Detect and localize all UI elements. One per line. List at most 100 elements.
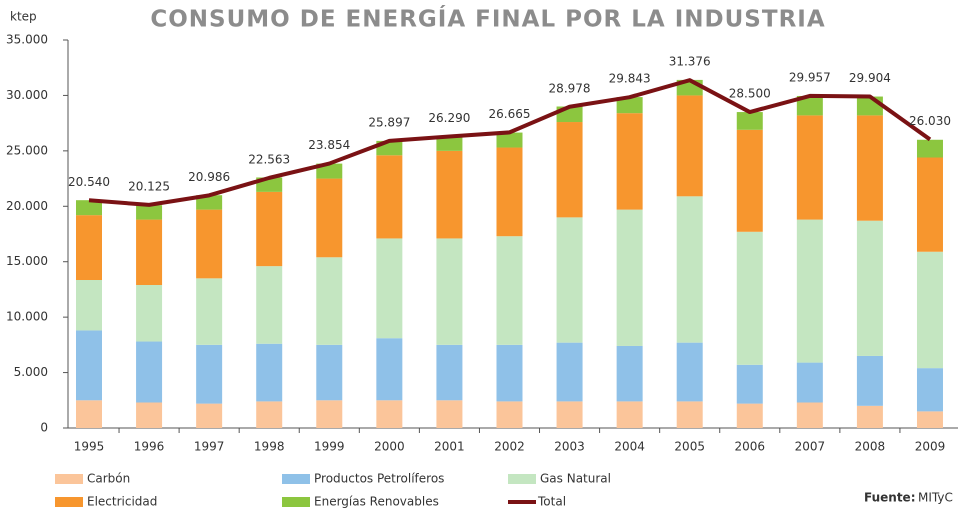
bar-segment [616, 401, 643, 428]
data-label: 26.665 [488, 107, 530, 121]
legend-label: Gas Natural [540, 472, 611, 486]
bar-segment [676, 196, 703, 343]
bar-segment [436, 344, 463, 401]
data-label: 20.986 [188, 170, 230, 184]
bar-segment [436, 150, 463, 239]
bar-segment [616, 113, 643, 210]
bar-segment [916, 368, 943, 412]
bar-segment [76, 400, 102, 428]
bar-segment [76, 200, 102, 216]
bar-segment [376, 155, 403, 239]
bar-segment [376, 400, 403, 428]
data-label: 23.854 [308, 138, 350, 152]
bar-segment [796, 219, 823, 363]
bar-segment [676, 401, 703, 428]
x-tick-label: 2003 [554, 440, 585, 454]
bar-segment [796, 402, 823, 428]
bar-segment [376, 238, 403, 339]
total-line [88, 78, 932, 207]
bar-segment [256, 343, 283, 402]
bar-segment [616, 209, 643, 346]
x-tick-label: 2001 [434, 440, 465, 454]
bar-segment [616, 345, 643, 402]
bar-segment [496, 236, 523, 345]
bar-segment [856, 115, 883, 221]
x-tick-label: 1997 [194, 440, 225, 454]
data-label: 28.978 [549, 81, 591, 95]
bar-segment [856, 96, 883, 116]
bar-segment [136, 341, 163, 403]
bar-segment [136, 205, 163, 220]
data-label: 26.030 [909, 114, 951, 128]
bar-segment [556, 217, 583, 343]
bar-segment [736, 231, 763, 365]
y-tick-label: 35.000 [6, 33, 48, 47]
legend-swatch [55, 474, 83, 484]
data-label: 25.897 [368, 115, 410, 129]
bar-segment [196, 344, 223, 404]
chart-title: CONSUMO DE ENERGÍA FINAL POR LA INDUSTRI… [150, 5, 825, 33]
legend-swatch [508, 474, 536, 484]
x-tick-label: 2009 [915, 440, 946, 454]
bar-segment [616, 97, 643, 114]
x-tick-label: 1996 [134, 440, 165, 454]
bar-segment [196, 195, 223, 210]
bar-segment [496, 132, 523, 148]
bar-segment [256, 401, 283, 428]
x-tick-label: 2000 [374, 440, 405, 454]
data-label: 20.540 [68, 175, 110, 189]
legend-swatch [282, 474, 310, 484]
x-tick-label: 2004 [614, 440, 645, 454]
legend-label: Energías Renovables [314, 495, 439, 509]
bar-segment [796, 95, 823, 116]
bar-segment [76, 215, 102, 281]
bar-segment [316, 163, 343, 179]
y-tick-label: 5.000 [14, 365, 48, 379]
x-tick-label: 1999 [314, 440, 345, 454]
bar-segment [736, 112, 763, 130]
data-label: 22.563 [248, 152, 290, 166]
legend-label: Electricidad [87, 495, 157, 509]
bar-segment [316, 400, 343, 428]
x-tick-label: 2006 [734, 440, 765, 454]
bar-segment [316, 257, 343, 345]
legend-label: Productos Petrolíferos [314, 472, 444, 486]
bar-segment [676, 342, 703, 402]
bar-segment [796, 362, 823, 403]
bar-segment [136, 284, 163, 342]
bar-segment [316, 178, 343, 258]
bar-segment [376, 338, 403, 401]
y-tick-label: 20.000 [6, 199, 48, 213]
bar-segment [556, 401, 583, 428]
bar-segment [856, 405, 883, 428]
x-tick-label: 2002 [494, 440, 525, 454]
bar-segment [916, 251, 943, 369]
data-label: 29.904 [849, 71, 891, 85]
bar-segment [196, 278, 223, 345]
bar-segment [736, 364, 763, 404]
data-label: 20.125 [128, 179, 170, 193]
bar-segment [556, 122, 583, 218]
source-label: Fuente: [864, 491, 916, 505]
bar-segment [436, 400, 463, 428]
bar-segment [856, 355, 883, 406]
data-label: 29.843 [609, 72, 651, 86]
data-label: 29.957 [789, 70, 831, 84]
bar-segment [496, 147, 523, 237]
bar-segment [676, 95, 703, 197]
bar-segment [76, 280, 102, 331]
bar-segment [196, 403, 223, 428]
legend-label: Carbón [87, 472, 130, 486]
bar-segment [736, 403, 763, 428]
y-tick-label: 10.000 [6, 310, 48, 324]
bar-segment [796, 115, 823, 220]
bar-segment [256, 266, 283, 344]
bar-segment [916, 157, 943, 252]
y-tick-label: 25.000 [6, 143, 48, 157]
x-tick-label: 1998 [254, 440, 285, 454]
bar-segment [496, 401, 523, 428]
bar-segment [76, 330, 102, 401]
bar-segment [196, 209, 223, 279]
bar-segment [436, 136, 463, 151]
